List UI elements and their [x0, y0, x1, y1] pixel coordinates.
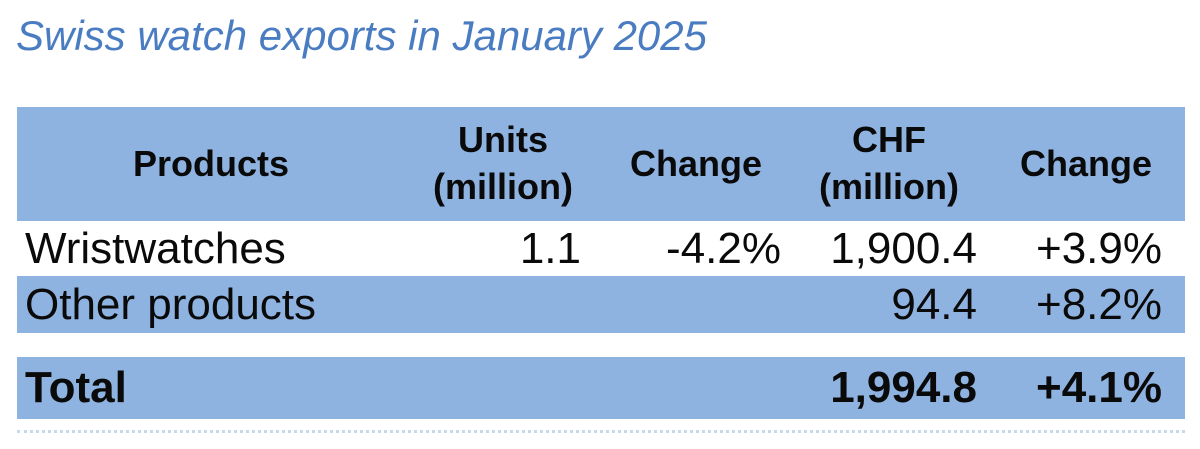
exports-table: Products Units (million) Change CHF (mil… [17, 107, 1185, 433]
header-line: Units [458, 119, 548, 161]
cutoff-row-border [17, 430, 1185, 433]
cell-product: Other products [25, 279, 317, 329]
cell-chf-change: +3.9% [1036, 223, 1162, 273]
col-header-products: Products [17, 107, 405, 221]
col-header-chf: CHF (million) [791, 107, 987, 221]
cell-chf-change: +8.2% [1036, 279, 1162, 329]
col-header-units: Units (million) [405, 107, 601, 221]
cell-chf: 94.4 [891, 279, 977, 329]
row-spacer [17, 333, 1185, 357]
cell-total-label: Total [25, 363, 127, 412]
cell-units [405, 357, 601, 419]
cell-units [405, 276, 601, 333]
cell-chf-change: +4.1% [1036, 363, 1162, 412]
cell-units-change [601, 276, 791, 333]
table-row-other-products: Other products 94.4 +8.2% [17, 276, 1185, 333]
cell-units-change [601, 357, 791, 419]
table-row-wristwatches: Wristwatches 1.1 -4.2% 1,900.4 +3.9% [17, 221, 1185, 276]
cell-units-change: -4.2% [666, 223, 781, 273]
header-line: CHF [852, 119, 926, 161]
header-line: (million) [819, 166, 959, 207]
table-total-row: Total 1,994.8 +4.1% [17, 357, 1185, 419]
header-line: Products [132, 142, 290, 184]
header-line: Change [1019, 142, 1152, 184]
col-header-chf-change: Change [987, 107, 1185, 221]
header-line: (million) [433, 166, 573, 207]
table-header-row: Products Units (million) Change CHF (mil… [17, 107, 1185, 221]
col-header-units-change: Change [601, 107, 791, 221]
cell-product: Wristwatches [25, 223, 286, 273]
cell-chf: 1,900.4 [830, 223, 977, 273]
header-line: Change [629, 142, 762, 184]
cell-chf: 1,994.8 [830, 363, 977, 412]
cell-units: 1.1 [519, 223, 581, 273]
chart-title: Swiss watch exports in January 2025 [16, 12, 708, 59]
